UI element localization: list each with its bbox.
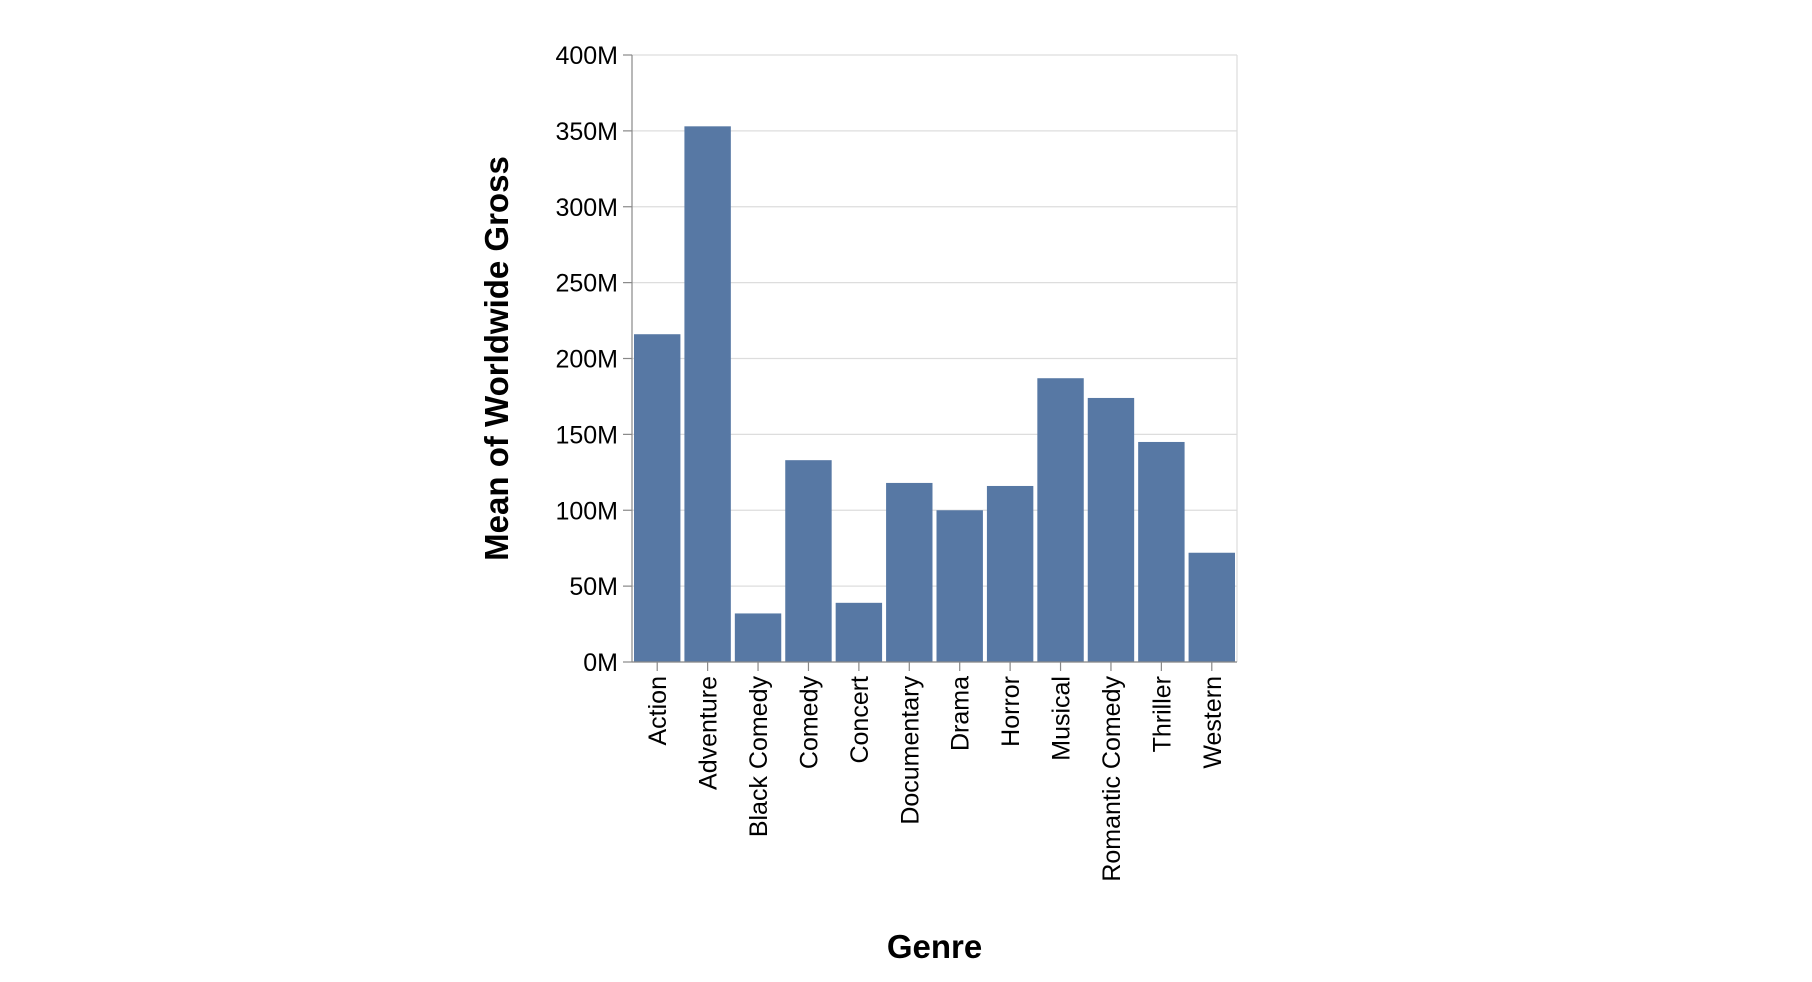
x-tick-label: Musical xyxy=(1048,676,1076,761)
y-tick-label: 200M xyxy=(555,346,618,374)
bar[interactable] xyxy=(986,485,1034,662)
bar[interactable] xyxy=(1037,378,1084,662)
bar[interactable] xyxy=(684,126,731,662)
bar[interactable] xyxy=(886,482,933,662)
x-tick-label: Horror xyxy=(997,676,1025,747)
y-tick-label: 400M xyxy=(555,42,618,70)
x-tick-label: Adventure xyxy=(695,676,723,790)
x-tick-label: Romantic Comedy xyxy=(1098,676,1126,882)
bar[interactable] xyxy=(835,602,883,662)
y-tick-label: 0M xyxy=(583,649,618,677)
y-tick-label: 100M xyxy=(555,497,618,525)
y-axis-title: Mean of Worldwide Gross xyxy=(478,156,515,561)
x-tick-label: Drama xyxy=(947,676,975,751)
x-tick-label: Thriller xyxy=(1148,676,1176,752)
x-axis-title: Genre xyxy=(887,928,982,965)
bar[interactable] xyxy=(634,334,681,662)
bar[interactable] xyxy=(1138,441,1185,662)
grid-lines xyxy=(632,54,1238,663)
x-axis-ticks: Action Adventure Black Comedy Comedy Concert… xyxy=(644,662,1227,882)
bar[interactable] xyxy=(936,510,983,662)
y-axis-ticks: 0M 50M 100M 150M 200M 250M 300M 350M 400M xyxy=(555,42,632,677)
bar[interactable] xyxy=(1188,552,1235,662)
x-tick-label: Action xyxy=(644,676,672,745)
y-tick-label: 250M xyxy=(555,270,618,298)
x-tick-label: Concert xyxy=(846,676,874,764)
x-tick-label: Documentary xyxy=(896,676,924,825)
x-tick-label: Black Comedy xyxy=(745,676,773,838)
y-tick-label: 350M xyxy=(555,118,618,146)
y-tick-label: 300M xyxy=(555,194,618,222)
bar[interactable] xyxy=(1087,397,1135,662)
y-tick-label: 150M xyxy=(555,421,618,449)
bars xyxy=(634,126,1235,662)
y-tick-label: 50M xyxy=(569,573,618,601)
x-tick-label: Western xyxy=(1199,676,1227,769)
bar[interactable] xyxy=(734,613,782,662)
bar[interactable] xyxy=(785,460,832,662)
x-tick-label: Comedy xyxy=(795,676,823,770)
